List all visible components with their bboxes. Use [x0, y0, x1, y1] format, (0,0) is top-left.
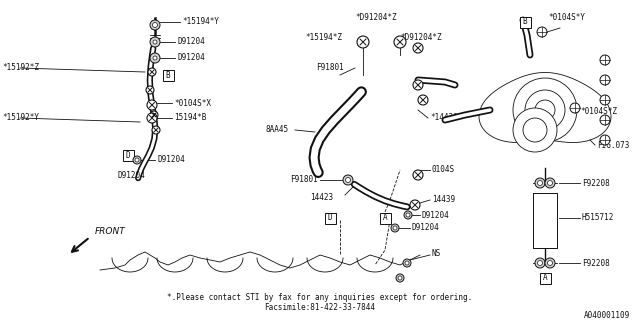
Circle shape: [346, 178, 351, 182]
Text: D91204: D91204: [157, 156, 185, 164]
Circle shape: [538, 260, 543, 266]
Bar: [540, 273, 550, 284]
Text: B: B: [166, 70, 170, 79]
Text: F92208: F92208: [582, 259, 610, 268]
Circle shape: [148, 68, 156, 76]
Circle shape: [404, 211, 412, 219]
Text: A: A: [543, 274, 547, 283]
Text: *15192*Y: *15192*Y: [2, 114, 39, 123]
Bar: [163, 69, 173, 81]
Circle shape: [600, 55, 610, 65]
Circle shape: [135, 158, 139, 162]
Text: *D91204*Z: *D91204*Z: [400, 34, 442, 43]
Circle shape: [413, 80, 423, 90]
Circle shape: [413, 170, 423, 180]
Circle shape: [547, 260, 552, 266]
Circle shape: [535, 100, 555, 120]
Text: 14439: 14439: [432, 196, 455, 204]
Circle shape: [525, 90, 565, 130]
Circle shape: [398, 276, 402, 280]
Circle shape: [133, 156, 141, 164]
Text: FIG.073: FIG.073: [597, 140, 629, 149]
Text: D91204: D91204: [422, 211, 450, 220]
Bar: [122, 149, 134, 161]
Text: D91204: D91204: [177, 53, 205, 62]
Circle shape: [513, 78, 577, 142]
Circle shape: [152, 22, 157, 28]
Bar: [520, 17, 531, 28]
Circle shape: [410, 200, 420, 210]
Circle shape: [600, 135, 610, 145]
Circle shape: [150, 111, 158, 119]
Text: D91204: D91204: [118, 171, 146, 180]
Text: F91801: F91801: [290, 175, 317, 185]
Circle shape: [393, 226, 397, 230]
Text: D91204: D91204: [177, 37, 205, 46]
Circle shape: [394, 36, 406, 48]
Circle shape: [150, 53, 160, 63]
Circle shape: [413, 43, 423, 53]
Circle shape: [600, 95, 610, 105]
Circle shape: [146, 86, 154, 94]
Circle shape: [545, 258, 555, 268]
Circle shape: [152, 126, 160, 134]
Bar: [324, 212, 335, 223]
Text: *0104S*Z: *0104S*Z: [580, 108, 617, 116]
Text: H515712: H515712: [582, 213, 614, 222]
Circle shape: [391, 224, 399, 232]
Text: *15194*Y: *15194*Y: [182, 18, 219, 27]
Circle shape: [396, 274, 404, 282]
Text: NS: NS: [432, 250, 441, 259]
Text: *.Please contact STI by fax for any inquiries except for ordering.: *.Please contact STI by fax for any inqu…: [168, 292, 472, 301]
Text: 14423: 14423: [310, 194, 333, 203]
Circle shape: [535, 258, 545, 268]
Bar: [533, 193, 557, 248]
Circle shape: [153, 40, 157, 44]
Circle shape: [357, 36, 369, 48]
Text: Facsimile:81-422-33-7844: Facsimile:81-422-33-7844: [264, 302, 376, 311]
Text: *15192*Z: *15192*Z: [2, 63, 39, 73]
Text: *15194*Z: *15194*Z: [305, 34, 342, 43]
Text: 15194*B: 15194*B: [174, 114, 206, 123]
Bar: [380, 212, 390, 223]
Text: D: D: [328, 213, 332, 222]
Text: B: B: [523, 18, 527, 27]
Text: F91801: F91801: [316, 63, 344, 73]
Circle shape: [538, 180, 543, 186]
Circle shape: [570, 103, 580, 113]
Text: 8AA45: 8AA45: [265, 125, 288, 134]
Circle shape: [418, 95, 428, 105]
Circle shape: [523, 118, 547, 142]
Text: *0104S*Y: *0104S*Y: [548, 13, 585, 22]
Text: *0104S*X: *0104S*X: [174, 99, 211, 108]
Circle shape: [153, 56, 157, 60]
Text: *D91204*Z: *D91204*Z: [355, 13, 397, 22]
Circle shape: [537, 27, 547, 37]
Text: D91204: D91204: [412, 223, 440, 233]
Circle shape: [403, 259, 411, 267]
Text: F92208: F92208: [582, 179, 610, 188]
Circle shape: [150, 20, 160, 30]
Circle shape: [547, 180, 552, 186]
Circle shape: [535, 178, 545, 188]
Circle shape: [343, 175, 353, 185]
Text: D: D: [125, 150, 131, 159]
Text: FRONT: FRONT: [95, 228, 125, 236]
Text: A: A: [383, 213, 387, 222]
Circle shape: [513, 108, 557, 152]
Circle shape: [406, 213, 410, 217]
Circle shape: [545, 178, 555, 188]
Circle shape: [600, 115, 610, 125]
Circle shape: [405, 261, 409, 265]
Circle shape: [147, 100, 157, 110]
Text: 0104S: 0104S: [432, 165, 455, 174]
Text: A040001109: A040001109: [584, 310, 630, 319]
Circle shape: [600, 75, 610, 85]
Circle shape: [147, 113, 157, 123]
Text: *14430: *14430: [430, 114, 458, 123]
Circle shape: [150, 37, 160, 47]
